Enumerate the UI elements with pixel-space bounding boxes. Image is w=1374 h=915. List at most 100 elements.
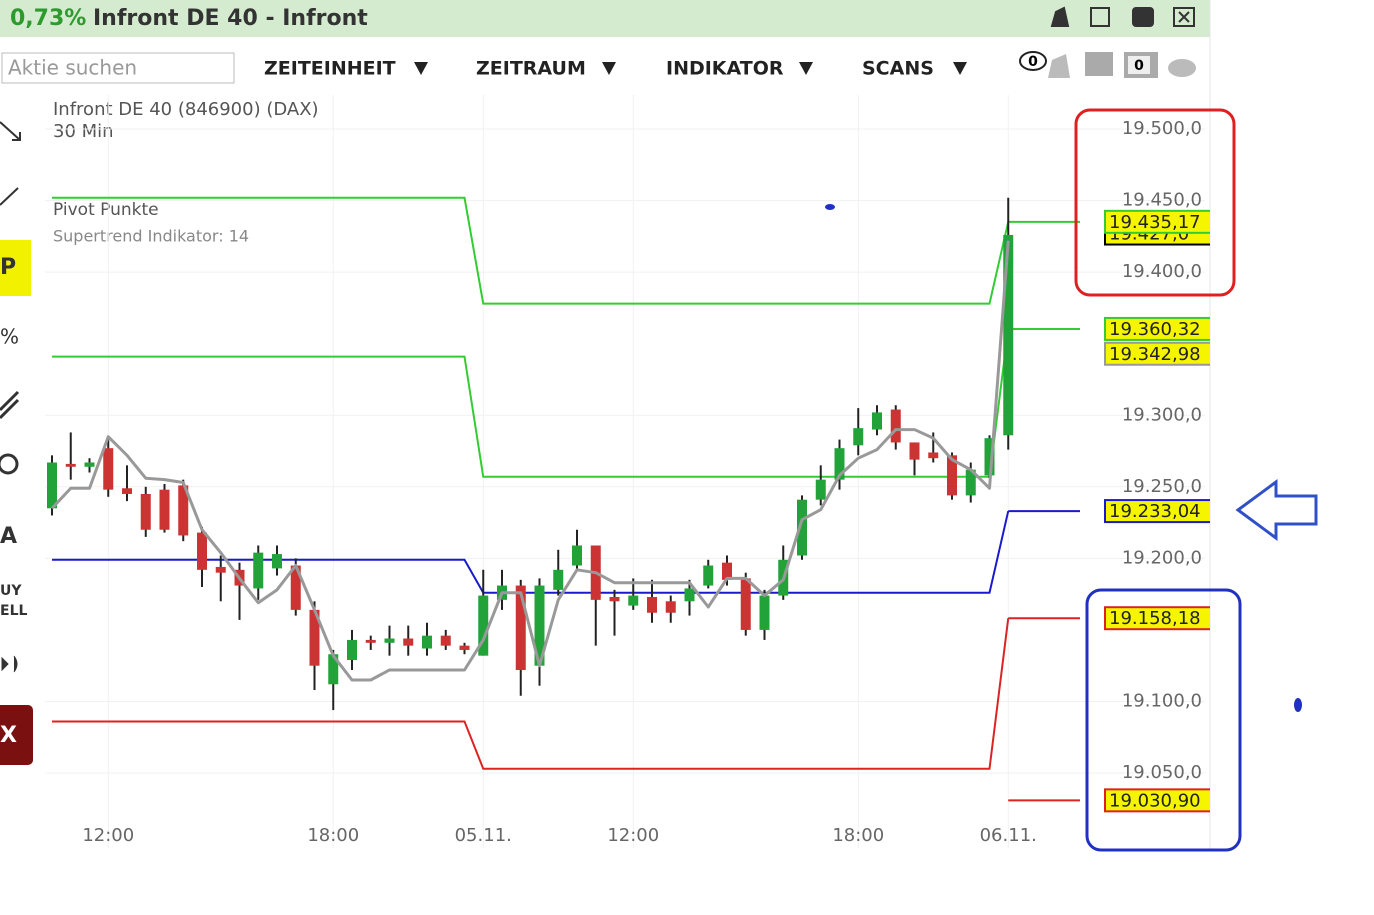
dropdown-arrow[interactable] [414, 62, 428, 75]
highlight-box [1085, 588, 1242, 852]
dot [825, 204, 835, 210]
alarm-icon[interactable] [1048, 54, 1070, 78]
candle-body [853, 428, 864, 446]
title-bar [0, 0, 1210, 37]
annotations [825, 108, 1318, 852]
candle-body [797, 499, 807, 556]
candle-body [403, 638, 414, 646]
x-tick-label: 18:00 [832, 825, 884, 846]
tool-icon[interactable] [0, 390, 20, 420]
pivot-line [52, 196, 1010, 305]
menu-item[interactable]: INDIKATOR [666, 58, 784, 80]
dropdown-arrow[interactable] [602, 62, 616, 75]
candle-body [47, 462, 57, 509]
candle-body [103, 448, 114, 490]
candle-body [815, 479, 826, 500]
tool-label: ELL [0, 603, 27, 619]
price-marker-label: 19.435,17 [1109, 212, 1201, 233]
candle-body [290, 565, 301, 610]
menu-item[interactable]: ZEITRAUM [476, 58, 586, 80]
candle-body [759, 595, 770, 630]
chart-title: Infront DE 40 (846900) (DAX) [53, 99, 319, 120]
candle-body [65, 463, 76, 467]
candle-body [347, 639, 357, 660]
dot [1294, 698, 1302, 712]
candle-body [197, 532, 207, 570]
tool-button[interactable] [0, 240, 31, 296]
pivot-line [52, 510, 1010, 594]
candle-body [572, 545, 582, 566]
candle-body [328, 654, 339, 685]
x-tick-label: 05.11. [455, 825, 512, 846]
candle-body [84, 462, 95, 467]
candle-body [965, 469, 976, 496]
y-tick-label: 19.100,0 [1122, 690, 1202, 711]
pivot-line [52, 618, 1010, 770]
search-box[interactable] [1, 52, 235, 84]
price-marker [1104, 499, 1210, 524]
candle-body [215, 566, 226, 573]
price-marker-label: 19.030,90 [1109, 790, 1201, 811]
tool-label: A [0, 524, 17, 549]
price-marker-label: 19.233,04 [1109, 501, 1201, 522]
x-tick-label: 12:00 [607, 825, 659, 846]
price-markers: 19.427,019.435,1719.360,3219.342,9819.23… [1104, 209, 1210, 813]
candle-body [909, 442, 920, 460]
tool-icon[interactable] [0, 453, 19, 475]
y-tick-label: 19.400,0 [1122, 261, 1202, 282]
menu-item[interactable]: SCANS [862, 58, 934, 80]
dropdown-arrow[interactable] [953, 62, 967, 75]
sidebar: P % A UY ELL X [0, 121, 33, 765]
badge[interactable] [1019, 51, 1047, 71]
candle-body [459, 645, 470, 650]
candle-body [365, 639, 376, 643]
candle-body [1003, 234, 1014, 436]
restore-button[interactable] [1090, 7, 1110, 27]
price-marker [1104, 341, 1210, 366]
candle-body [309, 609, 320, 666]
candle-body [609, 597, 620, 602]
candle-body [515, 585, 526, 670]
x-tick-label: 06.11. [980, 825, 1037, 846]
close-button[interactable] [1173, 7, 1195, 27]
y-tick-label: 19.050,0 [1122, 762, 1202, 783]
candle-body [422, 635, 432, 649]
y-tick-label: 19.300,0 [1122, 404, 1202, 425]
arrow [1235, 479, 1318, 541]
candle-body [890, 409, 901, 443]
tool-icon[interactable] [0, 187, 19, 206]
candle-body [478, 595, 489, 656]
candle-body [647, 597, 657, 613]
tool-icon[interactable] [0, 121, 21, 141]
price-marker-label: 19.360,32 [1109, 319, 1201, 340]
supertrend-line [50, 240, 1010, 682]
y-tick-label: 19.250,0 [1122, 476, 1202, 497]
maximize-button[interactable] [1132, 7, 1154, 27]
candle-body [740, 578, 751, 630]
window-title: Infront DE 40 - Infront [93, 6, 368, 31]
tool-button[interactable] [0, 705, 33, 765]
folder-badge [1128, 56, 1150, 74]
x-tick-label: 18:00 [307, 825, 359, 846]
candle-body [440, 635, 451, 646]
cloud-icon[interactable] [1168, 59, 1196, 77]
candle-body [928, 452, 939, 459]
price-marker [1104, 606, 1210, 631]
badge-count: 0 [1134, 58, 1144, 74]
candle-body [722, 562, 732, 580]
watchlist-icon[interactable] [1085, 52, 1113, 76]
window-controls[interactable] [1050, 6, 1195, 27]
tool-label: UY [0, 583, 22, 599]
indicator-label: Supertrend Indikator: 14 [53, 227, 249, 246]
candle-body [159, 489, 170, 530]
y-tick-label: 19.500,0 [1122, 118, 1202, 139]
candle-body [984, 438, 995, 476]
dropdown-arrow[interactable] [799, 62, 813, 75]
bell-icon[interactable] [1050, 6, 1070, 27]
tool-icon[interactable] [1, 655, 18, 673]
menu-item[interactable]: ZEITEINHEIT [264, 58, 396, 80]
price-marker [1104, 316, 1210, 341]
price-marker [1104, 209, 1210, 234]
